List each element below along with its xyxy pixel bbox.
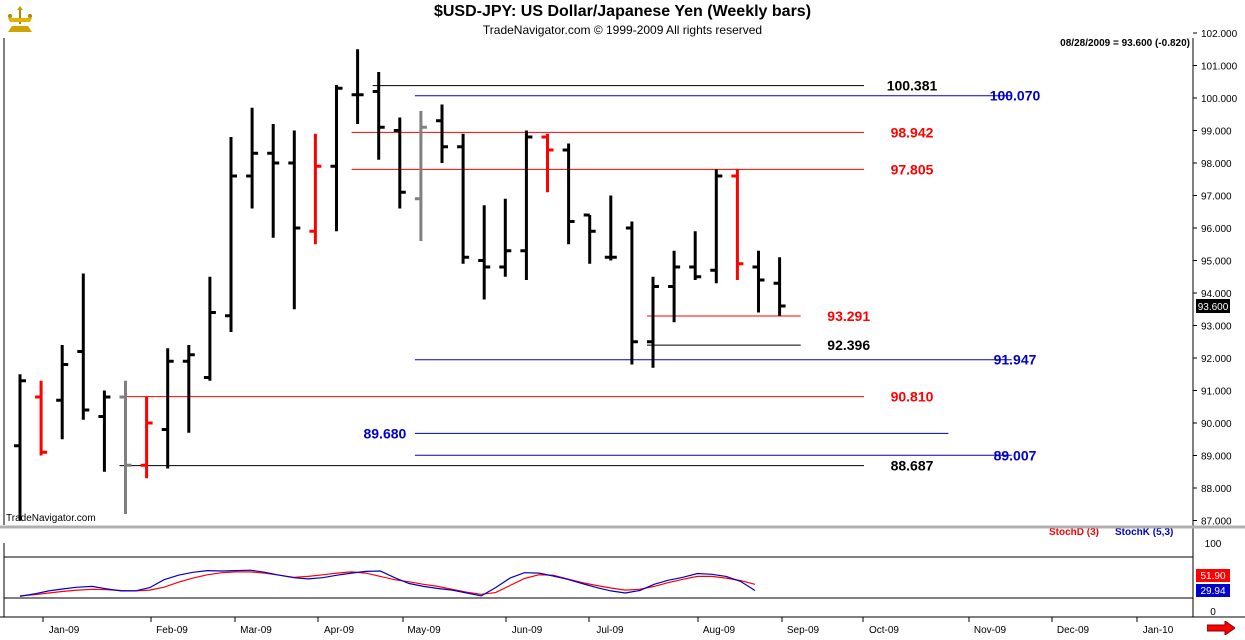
last-price-box bbox=[1196, 299, 1230, 313]
price-tick-label: 98.000 bbox=[1201, 159, 1232, 170]
stochd-value-box bbox=[1196, 569, 1230, 582]
price-tick-label: 101.000 bbox=[1201, 62, 1238, 73]
chart-title: $USD-JPY: US Dollar/Japanese Yen (Weekly… bbox=[433, 3, 812, 20]
scroll-right-icon[interactable] bbox=[1207, 621, 1235, 635]
price-tick-label: 90.000 bbox=[1201, 419, 1232, 430]
month-label: Apr-09 bbox=[324, 625, 354, 636]
price-tick-label: 88.000 bbox=[1201, 484, 1232, 495]
level-label: 98.942 bbox=[891, 124, 934, 140]
tradenavigator-logo bbox=[8, 6, 32, 32]
stochk-value: 29.94 bbox=[1200, 586, 1225, 597]
month-label: Jun-09 bbox=[512, 625, 543, 636]
month-label: Sep-09 bbox=[787, 625, 820, 636]
osc-tick-label: 0 bbox=[1210, 607, 1216, 618]
stochd-legend: StochD (3) bbox=[1049, 527, 1099, 538]
level-label: 97.805 bbox=[891, 161, 934, 177]
osc-tick-label: 100 bbox=[1205, 539, 1222, 550]
last-price-readout: 08/28/2009 = 93.600 (-0.820) bbox=[1060, 38, 1190, 49]
chart-subtitle: TradeNavigator.com © 1999-2009 All right… bbox=[482, 23, 763, 37]
stochk-legend: StochK (5,3) bbox=[1115, 527, 1174, 538]
month-label: Dec-09 bbox=[1057, 625, 1090, 636]
stochd-value: 51.90 bbox=[1200, 571, 1225, 582]
price-tick-label: 93.000 bbox=[1201, 322, 1232, 333]
price-tick-label: 92.000 bbox=[1201, 354, 1232, 365]
level-label: 92.396 bbox=[827, 337, 870, 353]
month-label: Jan-09 bbox=[49, 625, 80, 636]
price-tick-label: 96.000 bbox=[1201, 224, 1232, 235]
price-tick-label: 87.000 bbox=[1201, 517, 1232, 528]
level-label: 100.070 bbox=[990, 88, 1041, 104]
month-label: Nov-09 bbox=[974, 625, 1007, 636]
osc-series-line bbox=[19, 569, 756, 597]
level-label: 100.381 bbox=[887, 78, 938, 94]
level-label: 91.947 bbox=[994, 352, 1037, 368]
price-tick-label: 97.000 bbox=[1201, 192, 1232, 203]
level-label: 89.680 bbox=[363, 425, 406, 441]
last-price-label: 93.600 bbox=[1198, 302, 1229, 313]
price-tick-label: 91.000 bbox=[1201, 387, 1232, 398]
price-tick-label: 102.000 bbox=[1201, 29, 1238, 40]
month-label: Jan-10 bbox=[1143, 625, 1174, 636]
price-tick-label: 99.000 bbox=[1201, 127, 1232, 138]
price-tick-label: 94.000 bbox=[1201, 289, 1232, 300]
price-tick-label: 100.000 bbox=[1201, 94, 1238, 105]
level-label: 88.687 bbox=[891, 458, 934, 474]
month-label: Mar-09 bbox=[240, 625, 272, 636]
month-label: Aug-09 bbox=[703, 625, 736, 636]
stochk-value-box bbox=[1196, 584, 1230, 597]
month-label: Oct-09 bbox=[869, 625, 899, 636]
level-label: 93.291 bbox=[827, 308, 870, 324]
price-tick-label: 89.000 bbox=[1201, 452, 1232, 463]
watermark: TradeNavigator.com bbox=[6, 513, 96, 524]
level-label: 89.007 bbox=[994, 447, 1037, 463]
level-label: 90.810 bbox=[891, 389, 934, 405]
month-label: May-09 bbox=[407, 625, 441, 636]
price-tick-label: 95.000 bbox=[1201, 257, 1232, 268]
month-label: Jul-09 bbox=[596, 625, 624, 636]
month-label: Feb-09 bbox=[156, 625, 188, 636]
osc-series-line bbox=[19, 571, 756, 597]
